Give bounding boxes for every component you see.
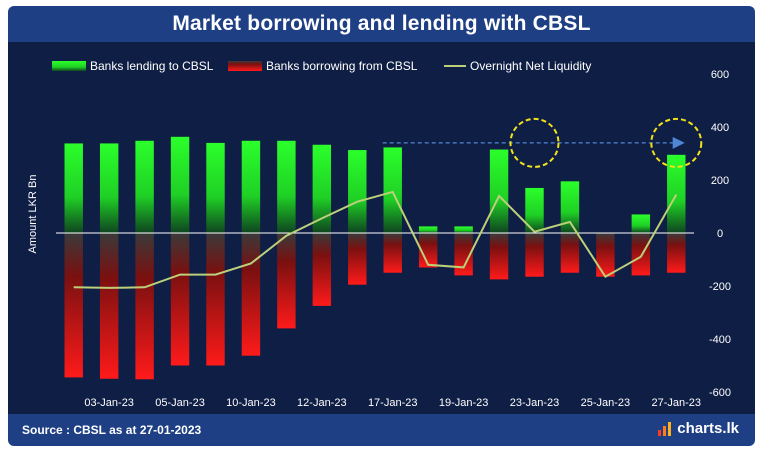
x-tick-label: 25-Jan-23 (581, 397, 631, 409)
highlight-circle-27-jan (650, 117, 703, 168)
y-axis-ticks: 600 400 200 0 -200 -400 -600 (709, 69, 731, 399)
borrowing-bar (596, 233, 615, 277)
borrowing-bar (241, 233, 261, 356)
borrowing-bar (170, 233, 190, 366)
borrowing-bar (99, 233, 119, 379)
y-tick-label: -600 (709, 387, 731, 399)
x-tick-label: 17-Jan-23 (368, 397, 418, 409)
borrowing-bar (135, 233, 154, 380)
borrowing-bar (525, 233, 544, 277)
lending-bar (135, 140, 154, 233)
lending-bar (525, 187, 544, 233)
lending-bar (560, 181, 580, 233)
brand-logo: charts.lk (657, 420, 739, 437)
lending-bar (454, 226, 473, 233)
lending-bar (64, 143, 83, 233)
borrowing-bar (454, 233, 473, 276)
x-axis-ticks: 03-Jan-23 05-Jan-23 10-Jan-23 12-Jan-23 17-J… (84, 397, 701, 409)
footer: Source : CBSL as at 27-01-2023 charts.lk (8, 414, 755, 446)
legend-swatch-borrowing (228, 61, 262, 71)
lending-bar (667, 154, 686, 233)
borrowing-bar (418, 233, 438, 268)
lending-bars (64, 136, 686, 233)
legend-swatch-lending (52, 61, 86, 71)
legend-label-borrowing: Banks borrowing from CBSL (266, 59, 418, 73)
borrowing-bar (560, 233, 580, 273)
brand-name: charts.lk (677, 420, 739, 437)
chart-title: Market borrowing and lending with CBSL (172, 12, 591, 35)
lending-bar (312, 144, 332, 233)
lending-bar (418, 226, 438, 233)
bar-chart-logo-icon (658, 421, 672, 436)
borrowing-bar (489, 233, 509, 280)
legend-label-liquidity: Overnight Net Liquidity (470, 59, 591, 73)
borrowing-bar (206, 233, 225, 366)
lending-bar (170, 136, 190, 233)
lending-bar (99, 143, 119, 233)
y-axis-label: Amount LKR Bn (27, 175, 39, 254)
lending-bar (277, 140, 296, 233)
lending-bar (489, 149, 509, 233)
x-tick-label: 27-Jan-23 (652, 397, 702, 409)
y-tick-label: 0 (717, 228, 723, 240)
lending-bar (206, 142, 225, 233)
x-tick-label: 05-Jan-23 (155, 397, 205, 409)
borrowing-bar (383, 233, 402, 273)
lending-bar (631, 214, 651, 233)
source-note: Source : CBSL as at 27-01-2023 (22, 423, 202, 437)
x-tick-label: 19-Jan-23 (439, 397, 489, 409)
lending-bar (383, 147, 402, 233)
y-tick-label: -400 (709, 334, 731, 346)
y-tick-label: -200 (709, 281, 731, 293)
y-tick-label: 400 (711, 122, 729, 134)
legend: Banks lending to CBSL Banks borrowing fr… (52, 59, 591, 73)
net-liquidity-line (73, 190, 678, 289)
y-tick-label: 200 (711, 175, 729, 187)
x-tick-label: 12-Jan-23 (297, 397, 347, 409)
plot-panel: Banks lending to CBSL Banks borrowing fr… (8, 42, 755, 414)
lending-bar (348, 150, 367, 233)
y-tick-label: 600 (711, 69, 729, 81)
x-tick-label: 10-Jan-23 (226, 397, 276, 409)
borrowing-bar (631, 233, 651, 276)
borrowing-bar (312, 233, 332, 306)
borrowing-bar (667, 233, 686, 273)
lending-bar (241, 140, 261, 233)
legend-label-lending: Banks lending to CBSL (90, 59, 214, 73)
title-bar: Market borrowing and lending with CBSL (8, 6, 755, 42)
chart-svg: Banks lending to CBSL Banks borrowing fr… (27, 59, 731, 409)
borrowing-bar (277, 233, 296, 329)
x-tick-label: 03-Jan-23 (84, 397, 134, 409)
x-tick-label: 23-Jan-23 (510, 397, 560, 409)
borrowing-bar (348, 233, 367, 285)
borrowing-bar (64, 233, 83, 378)
borrowing-bars (64, 233, 686, 380)
